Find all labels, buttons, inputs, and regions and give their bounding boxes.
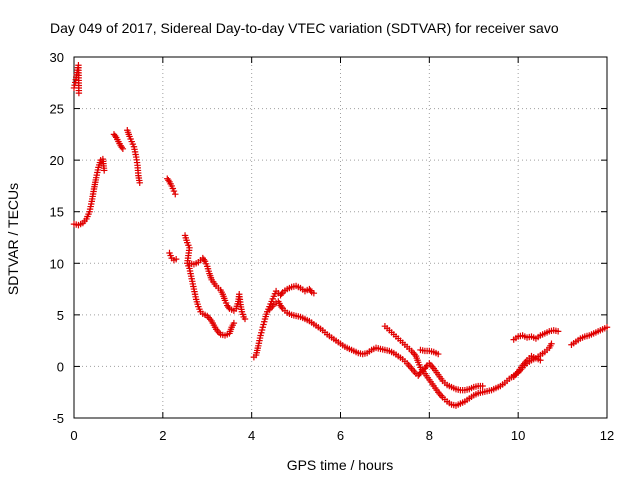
x-tick-label: 6 bbox=[337, 428, 344, 443]
chart-title: Day 049 of 2017, Sidereal Day-to-day VTE… bbox=[50, 20, 559, 36]
y-tick-labels: -5 0 5 10 15 20 25 30 bbox=[50, 50, 64, 426]
y-tick-label: 15 bbox=[50, 205, 64, 220]
x-tick-label: 12 bbox=[600, 428, 614, 443]
y-tick-label: 30 bbox=[50, 50, 64, 65]
data-point bbox=[136, 179, 143, 187]
series-arc-i bbox=[250, 282, 318, 361]
y-tick-label: 5 bbox=[57, 308, 64, 323]
series-arc-c bbox=[110, 131, 127, 152]
data-point bbox=[537, 357, 544, 364]
data-point bbox=[241, 315, 249, 323]
series-arc-m bbox=[510, 352, 544, 380]
series-arc-j bbox=[266, 298, 486, 394]
data-point bbox=[230, 319, 238, 327]
x-tick-label: 4 bbox=[248, 428, 255, 443]
data-point bbox=[260, 321, 267, 328]
x-tick-label: 8 bbox=[426, 428, 433, 443]
data-point bbox=[554, 328, 562, 335]
data-point bbox=[435, 350, 442, 358]
data-point bbox=[548, 340, 555, 347]
series-arc-f bbox=[166, 249, 180, 264]
y-tick-label: 0 bbox=[57, 359, 64, 374]
y-tick-label: 25 bbox=[50, 102, 64, 117]
series-arc-b bbox=[70, 155, 108, 229]
data-point bbox=[172, 190, 179, 198]
y-axis-title: SDTVAR / TECUs bbox=[5, 183, 21, 295]
series-arc-e bbox=[164, 175, 179, 198]
data-point bbox=[258, 329, 265, 336]
y-tick-label: 20 bbox=[50, 153, 64, 168]
grid bbox=[74, 57, 607, 418]
data-point bbox=[101, 167, 108, 174]
x-tick-label: 0 bbox=[70, 428, 77, 443]
series-arc-l bbox=[417, 346, 442, 358]
series-arc-o bbox=[568, 324, 611, 348]
x-tick-label: 2 bbox=[159, 428, 166, 443]
series-arc-a bbox=[70, 62, 83, 97]
series-arc-d bbox=[124, 127, 143, 187]
series-arc-h bbox=[186, 254, 249, 323]
series-arc-n bbox=[510, 327, 562, 343]
data-point bbox=[278, 290, 285, 297]
data-point bbox=[258, 326, 266, 334]
data-point bbox=[170, 187, 178, 195]
x-axis-title: GPS time / hours bbox=[287, 457, 394, 473]
data-point bbox=[75, 89, 83, 97]
data-point bbox=[261, 318, 268, 325]
data-points bbox=[70, 62, 611, 409]
y-tick-label: -5 bbox=[52, 411, 64, 426]
data-point bbox=[259, 324, 266, 331]
data-point bbox=[603, 324, 611, 331]
series-arc-g bbox=[181, 232, 238, 339]
data-point bbox=[119, 145, 127, 152]
x-tick-label: 10 bbox=[511, 428, 525, 443]
data-point bbox=[172, 255, 180, 263]
data-point bbox=[310, 289, 318, 297]
data-point bbox=[257, 332, 264, 339]
x-tick-labels: 0 2 4 6 8 10 12 bbox=[70, 428, 614, 443]
data-point bbox=[479, 382, 486, 390]
axis-ticks bbox=[73, 56, 608, 419]
y-tick-label: 10 bbox=[50, 256, 64, 271]
